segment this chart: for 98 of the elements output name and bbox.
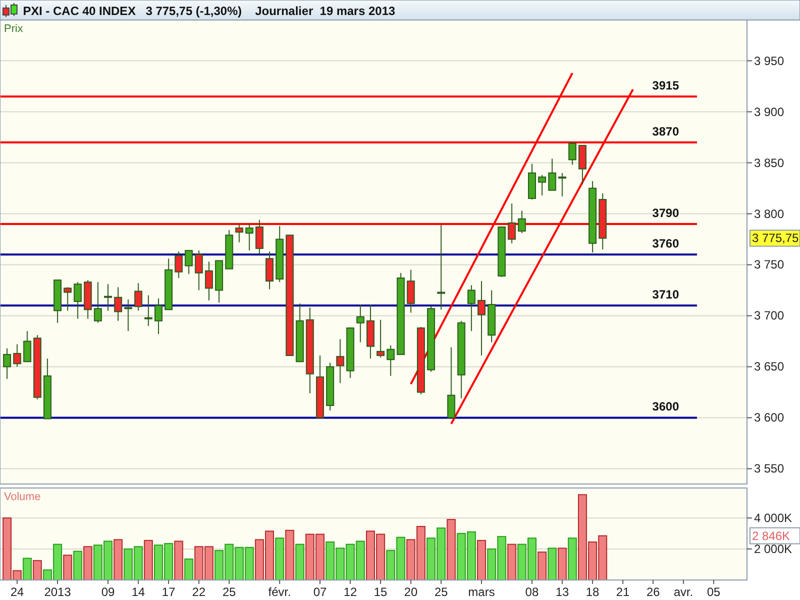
x-tick-label: févr. [268, 585, 291, 599]
text: 2 846K [752, 528, 790, 543]
candlestick [437, 224, 446, 310]
y-tick-label: 2 000K [754, 542, 792, 556]
ref-line-label: 3760 [652, 236, 680, 251]
x-tick-label: 25 [434, 585, 448, 599]
x-tick-label: 21 [616, 585, 630, 599]
x-tick-label: 05 [707, 585, 721, 599]
bar [83, 546, 92, 580]
candlestick [194, 250, 203, 291]
bar [548, 548, 557, 580]
candlestick [558, 172, 566, 197]
candlestick [154, 298, 162, 335]
bar [144, 540, 153, 580]
bar [285, 530, 294, 580]
candlestick [64, 286, 72, 312]
candlestick [508, 203, 516, 244]
x-tick-label: 14 [132, 585, 146, 599]
x-tick-label: 26 [646, 585, 660, 599]
bar [538, 552, 547, 580]
candlestick [174, 250, 183, 279]
bar [558, 548, 567, 580]
candlestick [94, 282, 102, 324]
x-tick-label: avr. [674, 585, 694, 599]
bar [73, 550, 82, 580]
bar [32, 560, 42, 580]
x-tick-label: 18 [586, 585, 600, 599]
x-tick-label: 13 [556, 585, 570, 599]
ref-line-label: 3790 [652, 206, 680, 220]
candlestick [204, 261, 213, 301]
bar [295, 544, 304, 580]
candlestick [144, 294, 152, 326]
candlestick [467, 284, 476, 332]
candlestick [104, 284, 112, 312]
x-tick-label: 15 [374, 585, 388, 599]
x-tick-label: 07 [313, 585, 327, 599]
candlestick [386, 344, 395, 376]
candlestick [447, 346, 456, 418]
text: 3 775,75 [752, 231, 800, 246]
bar [568, 538, 577, 580]
candlestick [114, 286, 122, 322]
candlestick [23, 330, 32, 362]
ref-line-label: 3915 [652, 78, 680, 92]
ref-line-label: 3870 [652, 124, 680, 138]
y-tick-label: 3 700 [754, 308, 784, 323]
y-tick-label: 3 900 [754, 104, 784, 119]
candlestick [184, 250, 193, 274]
x-tick-label: 17 [162, 585, 176, 599]
candlestick [255, 219, 264, 256]
x-tick-label: 2013 [44, 585, 72, 599]
y-tick-label: 4 000K [754, 510, 792, 525]
candlestick [518, 210, 526, 234]
bar [275, 538, 284, 580]
bar [174, 540, 184, 580]
candlestick [3, 348, 12, 380]
ref-line-label: 3710 [652, 288, 680, 302]
bar [22, 558, 32, 580]
candlestick [134, 282, 142, 312]
candlestick [406, 269, 415, 314]
candlestick [245, 223, 254, 251]
y-tick-label: 3 800 [754, 206, 784, 221]
x-tick-label: 20 [404, 585, 418, 599]
y-tick-label: 3 850 [754, 156, 784, 170]
candlestick [74, 282, 82, 320]
x-tick-label: 25 [222, 585, 236, 599]
bar [114, 539, 123, 580]
candlestick [478, 280, 486, 356]
x-tick-label: 12 [344, 585, 358, 599]
x-tick-label: 24 [10, 585, 24, 599]
y-axis-title: Prix [4, 23, 24, 35]
bar [477, 540, 486, 580]
y-tick-label: 3 950 [754, 54, 784, 68]
candlestick [336, 338, 344, 384]
candlestick [568, 142, 576, 166]
x-tick-label: 09 [101, 585, 116, 599]
candlestick [376, 319, 385, 358]
bar [63, 554, 72, 580]
ref-line-label: 3600 [652, 400, 680, 414]
candlestick [13, 344, 22, 368]
candlestick [578, 144, 586, 185]
bar [446, 518, 456, 580]
y-tick-label: 3 650 [754, 360, 784, 374]
x-tick-label: 08 [525, 585, 539, 599]
candlestick [356, 304, 364, 343]
y-tick-label: 3 750 [754, 258, 784, 272]
y-axis-title: Volume [4, 491, 41, 503]
x-tick-label: 22 [192, 585, 206, 599]
bar [184, 558, 194, 580]
y-tick-label: 3 550 [754, 462, 784, 476]
candlestick [538, 174, 546, 196]
candlestick [124, 298, 132, 332]
bar [507, 544, 516, 580]
candlestick [266, 250, 274, 290]
y-tick-label: 3 600 [754, 410, 784, 425]
chart-title: PXI - CAC 40 INDEX 3 775,75 (-1,30%) Journalier 19 mars 2013 [23, 4, 396, 18]
candlestick [235, 224, 244, 243]
candlestick [548, 158, 556, 191]
x-tick-label: mars [468, 585, 495, 599]
